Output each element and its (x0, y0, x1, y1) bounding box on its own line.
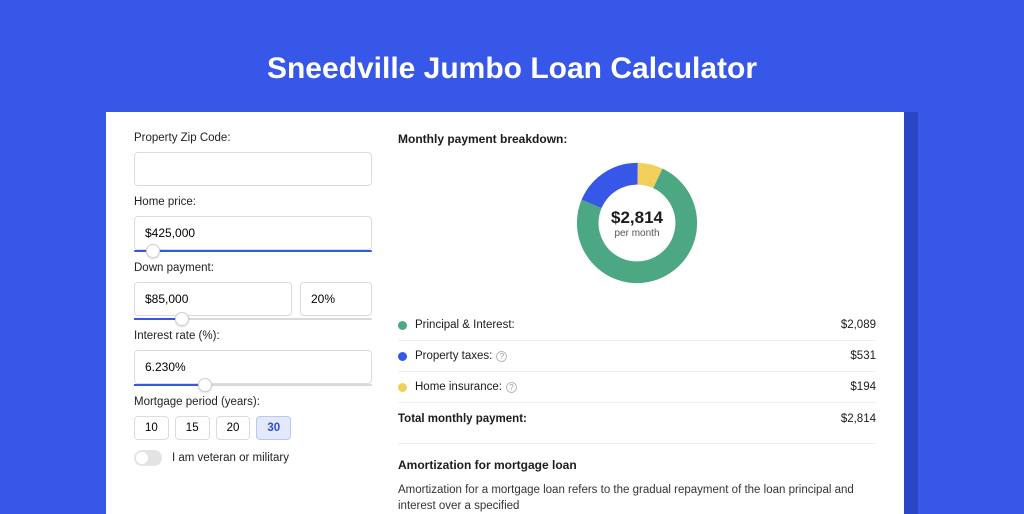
breakdown-title: Monthly payment breakdown: (398, 132, 876, 146)
down-payment-slider[interactable] (134, 318, 372, 320)
page-title: Sneedville Jumbo Loan Calculator (0, 0, 1024, 112)
mortgage-period-option[interactable]: 15 (175, 416, 210, 440)
home-price-input[interactable] (134, 216, 372, 250)
donut-center: $2,814 per month (572, 158, 702, 288)
home-price-label: Home price: (134, 196, 372, 208)
mortgage-period-field: Mortgage period (years): 10152030 (134, 396, 372, 440)
total-row: Total monthly payment: $2,814 (398, 403, 876, 439)
legend-value: $531 (850, 350, 876, 362)
legend-dot (398, 383, 407, 392)
amortization-section: Amortization for mortgage loan Amortizat… (398, 443, 876, 514)
veteran-label: I am veteran or military (172, 452, 289, 464)
calculator-card: Property Zip Code: Home price: Down paym… (106, 112, 904, 514)
legend-row: Home insurance: ?$194 (398, 372, 876, 403)
amortization-text: Amortization for a mortgage loan refers … (398, 482, 876, 514)
info-icon[interactable]: ? (496, 351, 507, 362)
breakdown-legend: Principal & Interest:$2,089Property taxe… (398, 310, 876, 403)
card-shadow: Property Zip Code: Home price: Down paym… (106, 112, 918, 514)
legend-label: Property taxes: ? (415, 350, 850, 362)
mortgage-period-option[interactable]: 30 (256, 416, 291, 440)
mortgage-period-option[interactable]: 20 (216, 416, 251, 440)
amortization-title: Amortization for mortgage loan (398, 458, 876, 472)
info-icon[interactable]: ? (506, 382, 517, 393)
breakdown-column: Monthly payment breakdown: $2,814 per mo… (398, 132, 876, 514)
mortgage-period-label: Mortgage period (years): (134, 396, 372, 408)
total-value: $2,814 (841, 413, 876, 425)
legend-dot (398, 352, 407, 361)
legend-value: $194 (850, 381, 876, 393)
home-price-slider[interactable] (134, 250, 372, 252)
interest-rate-field: Interest rate (%): (134, 330, 372, 386)
legend-row: Property taxes: ?$531 (398, 341, 876, 372)
down-payment-field: Down payment: (134, 262, 372, 320)
interest-rate-slider-thumb[interactable] (198, 378, 212, 392)
legend-row: Principal & Interest:$2,089 (398, 310, 876, 341)
veteran-toggle[interactable] (134, 450, 162, 466)
interest-rate-label: Interest rate (%): (134, 330, 372, 342)
donut-amount: $2,814 (611, 208, 663, 228)
legend-dot (398, 321, 407, 330)
down-payment-amount-input[interactable] (134, 282, 292, 316)
mortgage-period-option[interactable]: 10 (134, 416, 169, 440)
down-payment-label: Down payment: (134, 262, 372, 274)
legend-label: Home insurance: ? (415, 381, 850, 393)
interest-rate-input[interactable] (134, 350, 372, 384)
legend-value: $2,089 (841, 319, 876, 331)
donut-subtext: per month (614, 228, 659, 239)
total-label: Total monthly payment: (398, 413, 841, 425)
zip-label: Property Zip Code: (134, 132, 372, 144)
home-price-slider-thumb[interactable] (146, 244, 160, 258)
zip-field: Property Zip Code: (134, 132, 372, 186)
legend-label: Principal & Interest: (415, 319, 841, 331)
home-price-field: Home price: (134, 196, 372, 252)
donut-chart-wrap: $2,814 per month (398, 158, 876, 288)
mortgage-period-options: 10152030 (134, 416, 372, 440)
zip-input[interactable] (134, 152, 372, 186)
form-column: Property Zip Code: Home price: Down paym… (134, 132, 372, 514)
down-payment-slider-thumb[interactable] (175, 312, 189, 326)
interest-rate-slider[interactable] (134, 384, 372, 386)
veteran-row: I am veteran or military (134, 450, 372, 466)
down-payment-percent-input[interactable] (300, 282, 372, 316)
donut-chart: $2,814 per month (572, 158, 702, 288)
